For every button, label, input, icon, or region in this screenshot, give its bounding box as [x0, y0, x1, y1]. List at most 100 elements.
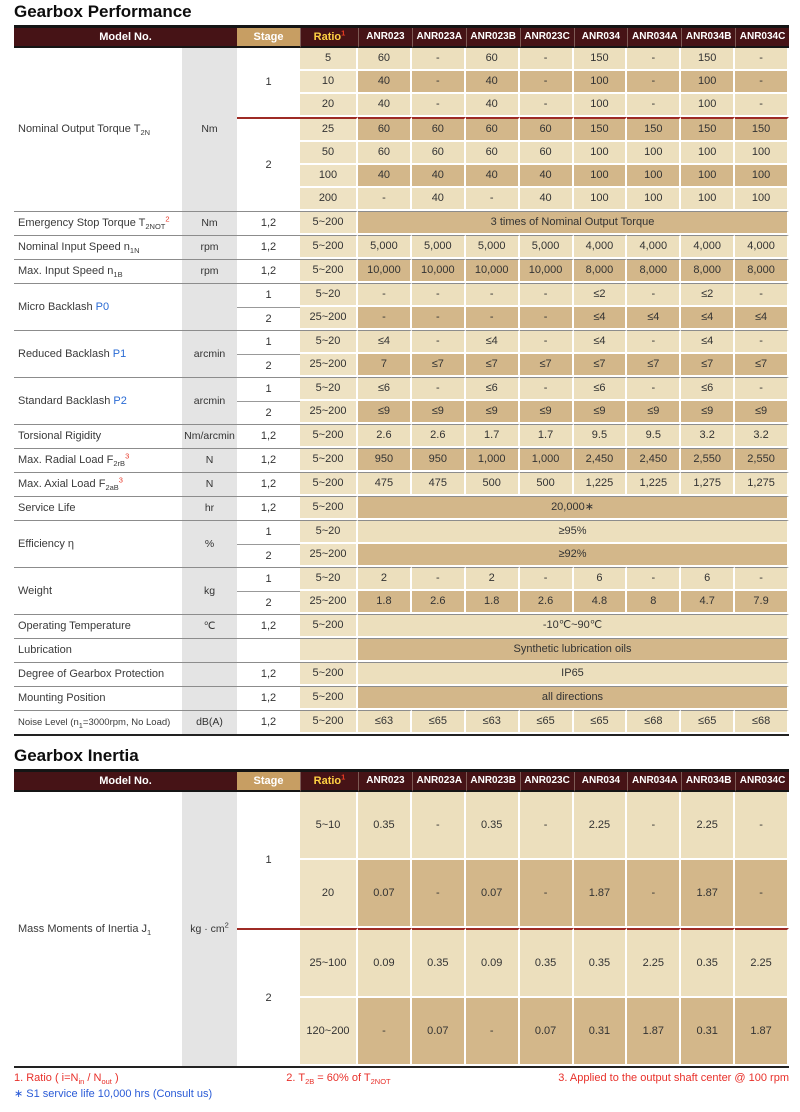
- value-cell: 150: [735, 117, 789, 142]
- value-span-cell: all directions: [358, 686, 789, 710]
- value-cell: -: [735, 860, 789, 928]
- value-cell: -: [519, 94, 574, 117]
- value-cell: ≤4: [627, 307, 682, 330]
- value-cell: 1.8: [358, 591, 412, 614]
- value-cell: -: [627, 283, 682, 307]
- value-cell: -: [627, 330, 682, 354]
- value-cell: ≤65: [519, 710, 574, 734]
- value-cell: 150: [681, 48, 736, 71]
- header-model: ANR023C: [519, 28, 574, 48]
- value-cell: 0.31: [573, 998, 628, 1066]
- spec-label: Torsional Rigidity: [14, 424, 182, 448]
- table-row: 2 25 60 60 60 60 150 150 150 150: [14, 117, 789, 211]
- value-cell: ≤9: [681, 401, 736, 424]
- value-cell: 2.25: [573, 792, 628, 860]
- value-cell: -: [411, 377, 466, 401]
- table-row: Noise Level (n1=3000rpm, No Load) dB(A) 1,…: [14, 710, 789, 734]
- stage-cell: 2: [237, 117, 300, 211]
- value-cell: -: [358, 998, 412, 1066]
- value-cell: 3.2: [681, 424, 736, 448]
- spec-label: Max. Input Speed n1B: [14, 259, 182, 283]
- ratio-cell: 50: [300, 142, 358, 165]
- table-row: 10 40-40-100-100-: [14, 71, 789, 94]
- value-cell: 100: [681, 71, 736, 94]
- spec-label: Max. Radial Load F2rB3: [14, 448, 182, 472]
- ratio-cell: 200: [300, 188, 358, 211]
- value-cell: ≤6: [358, 377, 412, 401]
- value-cell: ≤9: [735, 401, 789, 424]
- table-row: 200-40-40 100 100 100 100: [14, 188, 789, 211]
- header-model: ANR034C: [735, 772, 789, 792]
- spec-label: Weight: [14, 567, 182, 614]
- value-cell: 60: [519, 117, 574, 142]
- table-row: 2 25~200- - - - ≤4 ≤4 ≤4 ≤4: [14, 307, 789, 330]
- table-row: 2 25~200 1.8 2.6 1.8 2.6 4.8 8 4.7 7.9: [14, 591, 789, 614]
- spec-unit: arcmin: [182, 330, 237, 377]
- value-cell: 60: [358, 48, 412, 71]
- value-cell: ≤63: [465, 710, 520, 734]
- table-row: Emergency Stop Torque T2NOT2 Nm 1,2 5~200 3 …: [14, 211, 789, 235]
- ratio-cell: 10: [300, 71, 358, 94]
- value-cell: 8,000: [735, 259, 789, 283]
- value-cell: 100: [681, 165, 736, 188]
- value-cell: -: [465, 307, 520, 330]
- value-cell: ≤9: [519, 401, 574, 424]
- value-cell: 4,000: [735, 235, 789, 259]
- stage-cell: 1,2: [237, 710, 300, 734]
- spec-unit: [182, 686, 237, 710]
- ratio-cell: 5~200: [300, 211, 358, 235]
- spec-label: Efficiency η: [14, 520, 182, 567]
- value-cell: 4.8: [573, 591, 628, 614]
- ratio-cell: 5~200: [300, 662, 358, 686]
- value-span-cell: ≥92%: [358, 544, 789, 567]
- stage-cell: 1: [237, 377, 300, 401]
- header-model: ANR023A: [411, 772, 466, 792]
- value-cell: 40: [411, 188, 466, 211]
- value-cell: 100: [627, 188, 682, 211]
- value-cell: 0.07: [465, 860, 520, 928]
- table-body: Nominal Output Torque T2N Nm 1 5 60-60-150-1…: [14, 48, 789, 734]
- ratio-cell: 5~200: [300, 235, 358, 259]
- value-cell: 1,000: [519, 448, 574, 472]
- value-cell: ≤63: [358, 710, 412, 734]
- table-row: Reduced Backlash P1 arcmin 1 5~20 ≤4- ≤4- ≤4- ≤…: [14, 330, 789, 377]
- value-cell: -: [465, 188, 520, 211]
- spec-label: Standard Backlash P2: [14, 377, 182, 424]
- ratio-cell: 5~200: [300, 472, 358, 496]
- value-cell: -: [519, 307, 574, 330]
- spec-label: Max. Axial Load F2aB3: [14, 472, 182, 496]
- ratio-cell: 5: [300, 48, 358, 71]
- stage-cell: 1,2: [237, 259, 300, 283]
- value-cell: 0.35: [681, 928, 736, 998]
- value-cell: 0.35: [358, 792, 412, 860]
- stage-cell: 1,2: [237, 614, 300, 638]
- value-cell: -: [411, 48, 466, 71]
- table-row: Weight kg 1 5~20 2-2-6-6-: [14, 567, 789, 614]
- value-cell: 1.8: [465, 591, 520, 614]
- spec-label: Nominal Input Speed n1N: [14, 235, 182, 259]
- value-cell: ≤7: [411, 354, 466, 377]
- table-row: Efficiency η% 1 5~20 ≥95%: [14, 520, 789, 567]
- value-cell: 150: [573, 117, 628, 142]
- spec-unit: N: [182, 448, 237, 472]
- value-cell: 4,000: [573, 235, 628, 259]
- spec-unit: [182, 638, 237, 662]
- stage-cell: 1,2: [237, 448, 300, 472]
- value-cell: 100: [627, 165, 682, 188]
- ratio-cell: 25: [300, 117, 358, 142]
- value-span-cell: IP65: [358, 662, 789, 686]
- spec-label: Service Life: [14, 496, 182, 520]
- value-cell: 60: [519, 142, 574, 165]
- stage-cell: 2: [237, 307, 300, 330]
- value-cell: -: [735, 792, 789, 860]
- value-cell: 1.7: [465, 424, 520, 448]
- value-cell: 950: [411, 448, 466, 472]
- value-cell: 100: [573, 142, 628, 165]
- header-model-no: Model No.: [14, 28, 237, 48]
- value-cell: 8,000: [627, 259, 682, 283]
- value-cell: 40: [465, 71, 520, 94]
- value-span-cell: -10℃~90℃: [358, 614, 789, 638]
- value-cell: 6: [681, 567, 736, 591]
- spec-label: Micro Backlash P0: [14, 283, 182, 330]
- table-row: Max. Axial Load F2aB3 N 1,2 5~200 475 475 500 5…: [14, 472, 789, 496]
